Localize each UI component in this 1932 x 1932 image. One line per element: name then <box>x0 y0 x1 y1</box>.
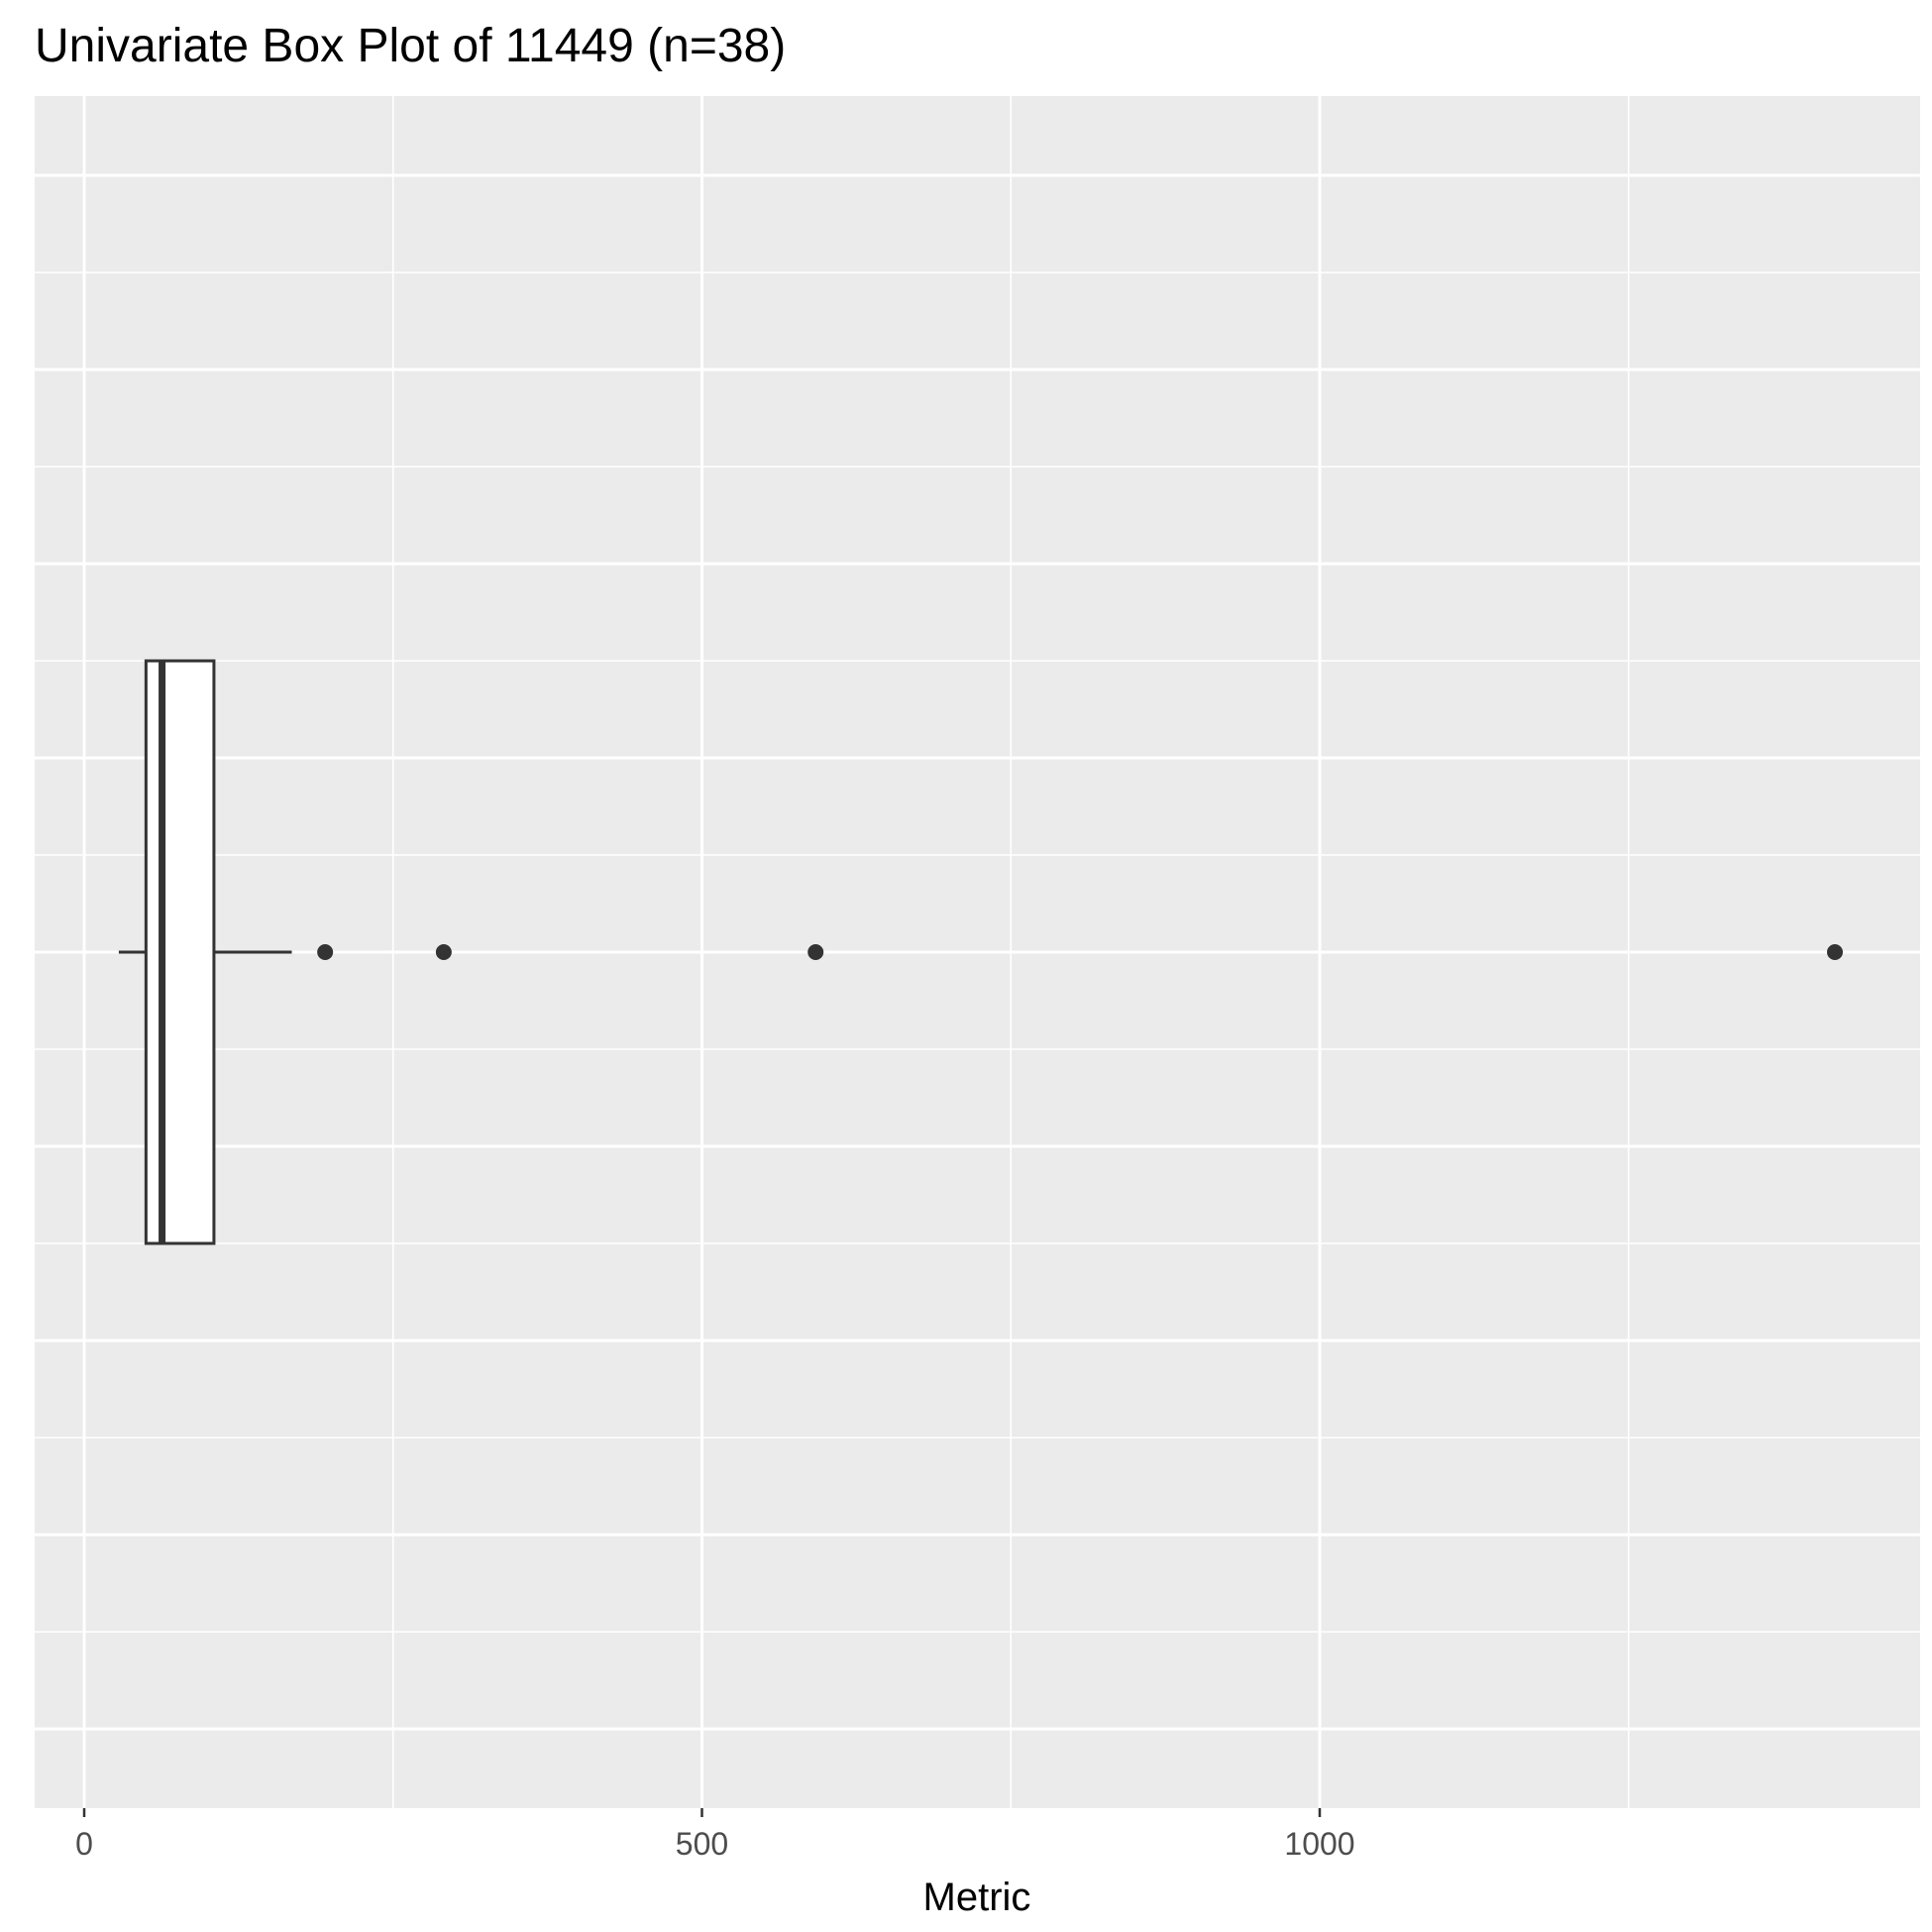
chart-title: Univariate Box Plot of 11449 (n=38) <box>35 20 786 72</box>
interquartile-box <box>144 659 216 1245</box>
x-axis-ticks: 0 500 1000 <box>75 1808 1355 1862</box>
outlier-point <box>1826 944 1843 960</box>
x-tick-label: 1000 <box>1284 1826 1354 1862</box>
x-tick-label: 0 <box>75 1826 93 1862</box>
x-tick-label: 500 <box>676 1826 728 1862</box>
x-axis-title: Metric <box>923 1876 1031 1919</box>
outlier-point <box>435 944 452 960</box>
major-gridlines <box>35 96 1920 1808</box>
outlier-points <box>317 944 1843 960</box>
outlier-point <box>807 944 824 960</box>
boxplot <box>118 659 292 1245</box>
outlier-point <box>317 944 334 960</box>
